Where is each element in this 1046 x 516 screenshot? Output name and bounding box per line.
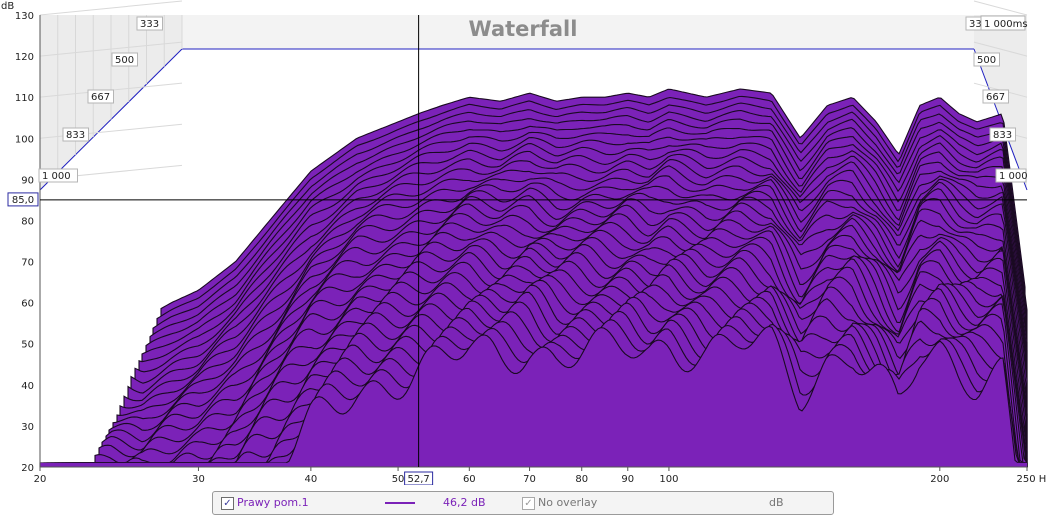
waterfall-chart: 20 30 40 50 60 70 80 90 100 110 120 130 20 30 40 50 60 7… xyxy=(1,0,1046,485)
surface-base xyxy=(40,462,1027,467)
y-tick-label: 80 xyxy=(21,216,34,227)
x-tick-label: 20 xyxy=(34,474,47,485)
x-tick-label: 70 xyxy=(523,474,536,485)
time-unit-label: 1 000ms xyxy=(984,19,1028,30)
y-tick-label: 110 xyxy=(15,93,34,104)
time-tick-label-left: 333 xyxy=(140,19,159,30)
time-axis-ticks: 333 333 500 500 667 667 833 833 1 000 1 000 xyxy=(38,16,1028,183)
x-axis-ticks: 20 30 40 50 60 70 80 90 100 200 250 Hz xyxy=(34,467,1046,485)
overlay-label: No overlay xyxy=(538,496,598,509)
time-tick-label-right: 833 xyxy=(993,130,1012,141)
x-tick-label: 90 xyxy=(621,474,634,485)
time-tick-box-right xyxy=(982,89,1009,104)
x-tick-label: 100 xyxy=(659,474,678,485)
y-tick-label: 30 xyxy=(21,422,34,433)
x-tick-label: 40 xyxy=(304,474,317,485)
x-tick-label: 50 xyxy=(392,474,405,485)
chart-title: Waterfall xyxy=(469,17,578,41)
series-line-swatch xyxy=(385,502,415,504)
time-tick-label-left: 500 xyxy=(115,55,134,66)
y-tick-label: 20 xyxy=(21,463,34,474)
time-tick-label-right: 500 xyxy=(977,55,996,66)
time-tick-label-right: 667 xyxy=(986,92,1005,103)
series-value: 46,2 dB xyxy=(443,496,486,509)
gridlines xyxy=(39,15,1027,468)
time-tick-box-right xyxy=(995,168,1027,183)
y-axis-label: dB xyxy=(1,1,14,12)
time-tick-box-left xyxy=(87,89,114,104)
y-tick-label: 50 xyxy=(21,340,34,351)
y-tick-label: 130 xyxy=(15,11,34,22)
cursor-y-box xyxy=(7,192,39,207)
time-tick-label-right: 333 xyxy=(969,19,988,30)
time-tick-box-left xyxy=(62,127,89,142)
y-tick-label: 100 xyxy=(15,134,34,145)
time-tick-label-left: 833 xyxy=(66,130,85,141)
y-tick-label: 40 xyxy=(21,381,34,392)
back-wall xyxy=(182,15,974,49)
x-tick-label: 250 Hz xyxy=(1016,474,1046,485)
overlay-checkbox[interactable]: ✓ xyxy=(522,497,535,510)
time-tick-label-left: 1 000 xyxy=(42,171,71,182)
cursor[interactable]: 52,7 85,0 xyxy=(7,15,1027,485)
cursor-x-box xyxy=(404,471,434,485)
time-tick-box-right xyxy=(989,127,1016,142)
cursor-y-label: 85,0 xyxy=(12,195,34,206)
legend-unit: dB xyxy=(769,496,784,509)
x-tick-label: 80 xyxy=(575,474,588,485)
legend-bar: ✓ Prawy pom.1 46,2 dB ✓ No overlay dB xyxy=(212,491,834,515)
y-tick-label: 120 xyxy=(15,52,34,63)
series-checkbox[interactable]: ✓ xyxy=(221,497,234,510)
y-axis-ticks: 20 30 40 50 60 70 80 90 100 110 120 130 xyxy=(15,11,34,474)
y-tick-label: 60 xyxy=(21,299,34,310)
x-tick-label: 200 xyxy=(930,474,949,485)
cursor-x-label: 52,7 xyxy=(407,474,429,485)
time-unit-box: 1 000ms xyxy=(980,15,1028,31)
series-name: Prawy pom.1 xyxy=(237,496,309,509)
time-tick-label-right: 1 000 xyxy=(999,171,1028,182)
time-tick-box-left xyxy=(136,16,163,31)
time-tick-box-right xyxy=(973,52,1000,67)
time-tick-label-left: 667 xyxy=(91,92,110,103)
time-tick-box-left xyxy=(38,168,78,183)
time-tick-box-left xyxy=(111,52,138,67)
y-tick-label: 70 xyxy=(21,258,34,269)
x-tick-label: 30 xyxy=(192,474,205,485)
y-tick-label: 90 xyxy=(21,175,34,186)
x-tick-label: 60 xyxy=(463,474,476,485)
